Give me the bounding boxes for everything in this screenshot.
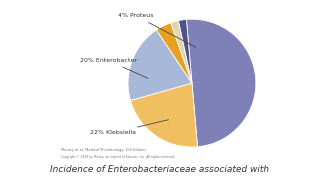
Text: 22% Klebsiella: 22% Klebsiella <box>90 120 168 136</box>
Wedge shape <box>186 19 256 147</box>
Text: Murray et al: Medical Microbiology, 5th Edition.: Murray et al: Medical Microbiology, 5th … <box>61 148 147 152</box>
Text: 20% Enterobacter: 20% Enterobacter <box>80 58 148 78</box>
Wedge shape <box>156 23 192 83</box>
Wedge shape <box>128 30 192 100</box>
Wedge shape <box>171 21 192 83</box>
Text: Copyright © 1999 by Mosby, an imprint of Elsevier, Inc. All rights reserved.: Copyright © 1999 by Mosby, an imprint of… <box>61 154 175 159</box>
Wedge shape <box>131 83 197 147</box>
Text: 4% Proteus: 4% Proteus <box>118 14 196 47</box>
Text: Incidence of Enterobacteriaceae associated with: Incidence of Enterobacteriaceae associat… <box>51 165 269 174</box>
Wedge shape <box>179 19 192 83</box>
